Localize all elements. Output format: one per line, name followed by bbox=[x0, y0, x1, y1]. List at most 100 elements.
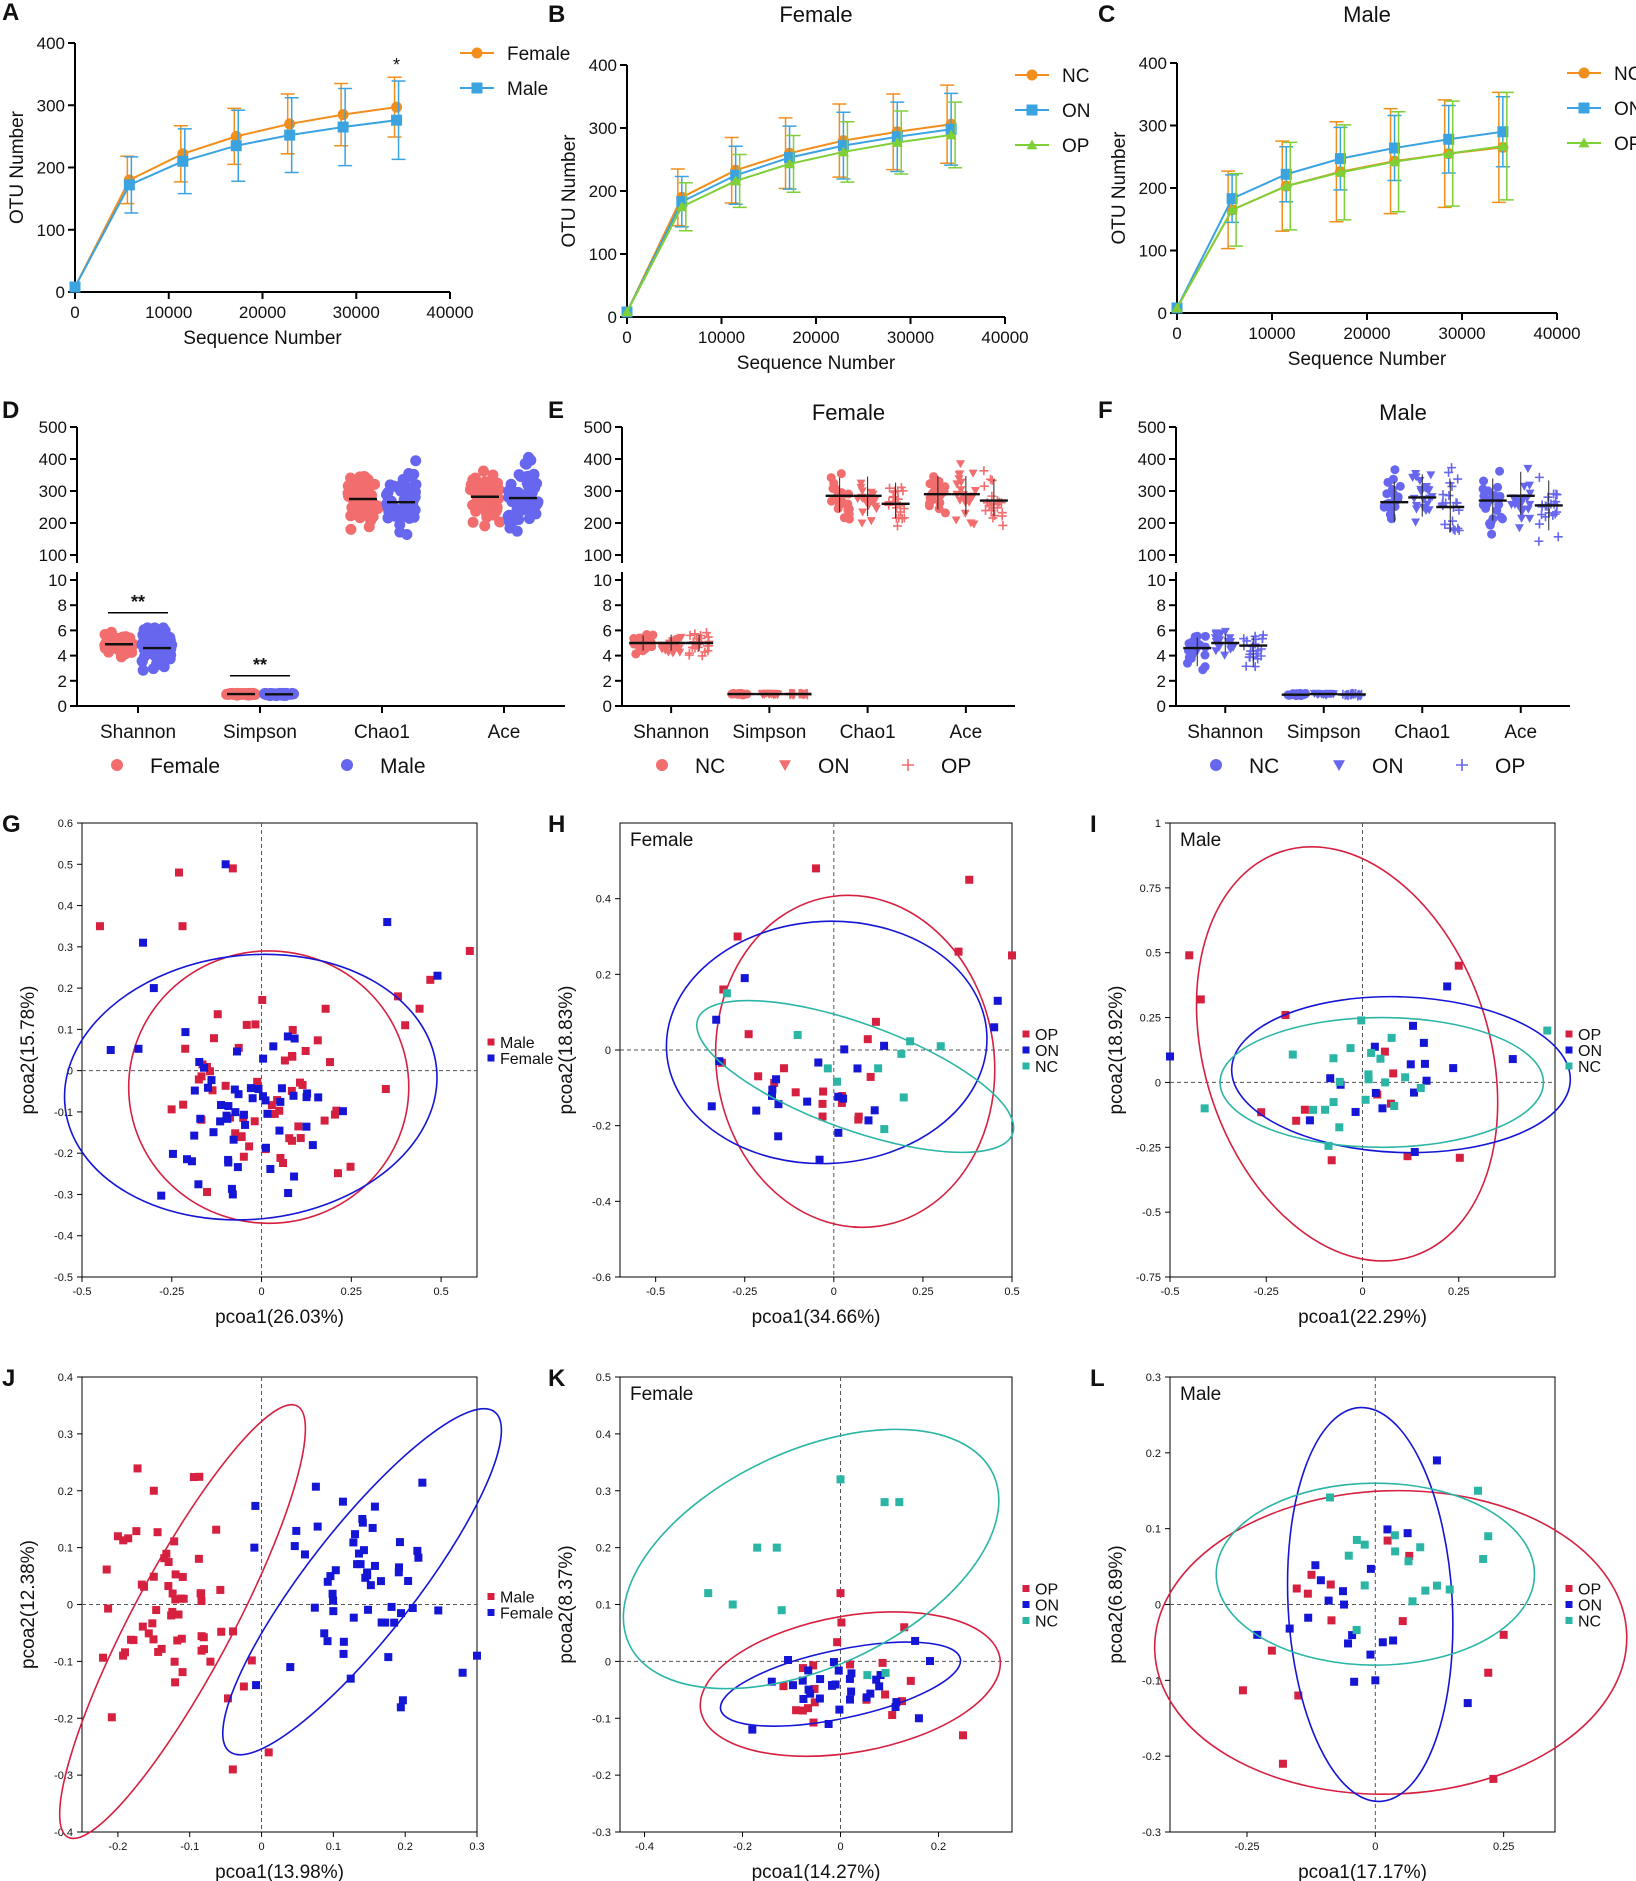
sample-point bbox=[332, 1106, 341, 1115]
x-tick-label: -0.25 bbox=[1254, 1286, 1279, 1298]
sample-point bbox=[900, 1623, 909, 1632]
sample-point bbox=[251, 1501, 260, 1510]
legend-label: ON bbox=[1578, 1598, 1602, 1615]
data-point bbox=[148, 627, 160, 639]
legend-label: NC bbox=[1035, 1614, 1058, 1631]
y-tick-label: 300 bbox=[37, 96, 65, 115]
x-tick-label: 30000 bbox=[887, 328, 934, 347]
sample-point bbox=[1292, 1584, 1301, 1593]
data-point bbox=[987, 491, 997, 501]
sample-point bbox=[772, 1075, 781, 1084]
x-axis-label: pcoa1(14.27%) bbox=[752, 1862, 881, 1881]
category-label: Chao1 bbox=[354, 722, 410, 743]
legend-label: ON bbox=[1035, 1043, 1059, 1060]
data-point bbox=[1211, 647, 1221, 656]
data-point bbox=[177, 155, 189, 167]
sample-point bbox=[1309, 1105, 1318, 1114]
sample-point bbox=[138, 1622, 147, 1631]
sample-point bbox=[853, 1064, 862, 1073]
sample-point bbox=[823, 1064, 832, 1073]
panel-letter: H bbox=[548, 811, 565, 838]
data-point bbox=[513, 514, 525, 526]
sample-point bbox=[1455, 1153, 1464, 1162]
legend-label: NC bbox=[1062, 66, 1089, 87]
data-point bbox=[891, 131, 903, 143]
data-point bbox=[648, 630, 658, 640]
sample-point bbox=[261, 1096, 270, 1105]
data-point bbox=[1487, 529, 1497, 539]
data-point bbox=[1411, 518, 1421, 527]
data-point bbox=[866, 517, 876, 526]
data-point bbox=[1390, 465, 1400, 475]
error-bar bbox=[1229, 172, 1244, 247]
sample-point bbox=[148, 1619, 157, 1628]
plot-frame bbox=[81, 822, 478, 1278]
y-tick-label: -0.4 bbox=[54, 1231, 73, 1243]
sample-point bbox=[178, 1572, 187, 1581]
sample-point bbox=[213, 1010, 222, 1019]
panel-H: H Female -0.6 -0.4 -0.2 0 0.2 0.4 -0.5 -0.25 0 0.25… bbox=[548, 811, 1059, 1328]
data-point bbox=[701, 628, 711, 638]
data-point bbox=[955, 460, 965, 469]
sample-point bbox=[290, 1172, 299, 1181]
data-point bbox=[1211, 629, 1221, 638]
sample-point bbox=[401, 1021, 410, 1030]
data-point bbox=[966, 519, 976, 528]
sample-point bbox=[426, 975, 435, 984]
sample-point bbox=[231, 1129, 240, 1138]
sample-point bbox=[1416, 1083, 1425, 1092]
sample-point bbox=[231, 1108, 240, 1117]
data-point bbox=[1481, 503, 1491, 513]
x-tick-label: -0.5 bbox=[73, 1286, 92, 1298]
x-tick-label: 40000 bbox=[1533, 324, 1580, 343]
x-tick-label: 10000 bbox=[698, 328, 745, 347]
y-tick-label: 0.3 bbox=[1146, 1372, 1161, 1384]
sample-point bbox=[189, 1473, 198, 1482]
sample-point bbox=[1449, 1064, 1458, 1073]
panel-letter: F bbox=[1098, 397, 1113, 424]
legend-label: Female bbox=[507, 44, 570, 65]
panel-letter: B bbox=[548, 1, 565, 28]
sample-point bbox=[810, 1698, 819, 1707]
sample-point bbox=[874, 1064, 883, 1073]
panel-D: D 100 200 300 400 500 0 2 4 6 8 10 Shannon Simpson Cha… bbox=[2, 397, 565, 778]
y-tick-label: 0 bbox=[608, 308, 617, 327]
sample-point bbox=[237, 1132, 246, 1141]
sample-point bbox=[183, 1155, 192, 1164]
data-point bbox=[829, 478, 839, 488]
y-tick-label: -0.3 bbox=[54, 1770, 73, 1782]
data-point bbox=[990, 511, 1000, 521]
sample-point bbox=[1303, 1589, 1312, 1598]
legend-label: NC bbox=[1578, 1059, 1601, 1076]
sample-point bbox=[248, 1094, 257, 1103]
data-point bbox=[346, 501, 358, 513]
sample-point bbox=[954, 947, 963, 956]
sample-point bbox=[178, 1668, 187, 1677]
sample-point bbox=[349, 1538, 358, 1547]
data-point bbox=[929, 472, 939, 482]
sample-point bbox=[779, 1064, 788, 1073]
sample-point bbox=[897, 1049, 906, 1058]
sample-point bbox=[1329, 1098, 1338, 1107]
sample-point bbox=[173, 1636, 182, 1645]
sample-point bbox=[888, 1711, 897, 1720]
legend-marker bbox=[1022, 1585, 1030, 1592]
sample-point bbox=[1401, 1073, 1410, 1082]
sample-point bbox=[810, 1684, 819, 1693]
data-point bbox=[467, 474, 479, 486]
sample-point bbox=[157, 1191, 166, 1200]
sample-point bbox=[149, 1486, 158, 1495]
sample-point bbox=[772, 1543, 781, 1552]
sample-point bbox=[331, 1566, 340, 1575]
data-point bbox=[899, 504, 909, 514]
series-Male bbox=[69, 80, 406, 293]
sample-point bbox=[154, 1647, 163, 1656]
sample-point bbox=[1371, 1088, 1380, 1097]
sample-point bbox=[1367, 1048, 1376, 1057]
sample-point bbox=[1419, 1038, 1428, 1047]
axes bbox=[1176, 63, 1557, 314]
sample-point bbox=[106, 1046, 115, 1054]
sample-point bbox=[177, 1634, 186, 1643]
data-point bbox=[784, 158, 796, 169]
panel-letter: K bbox=[548, 1365, 566, 1392]
